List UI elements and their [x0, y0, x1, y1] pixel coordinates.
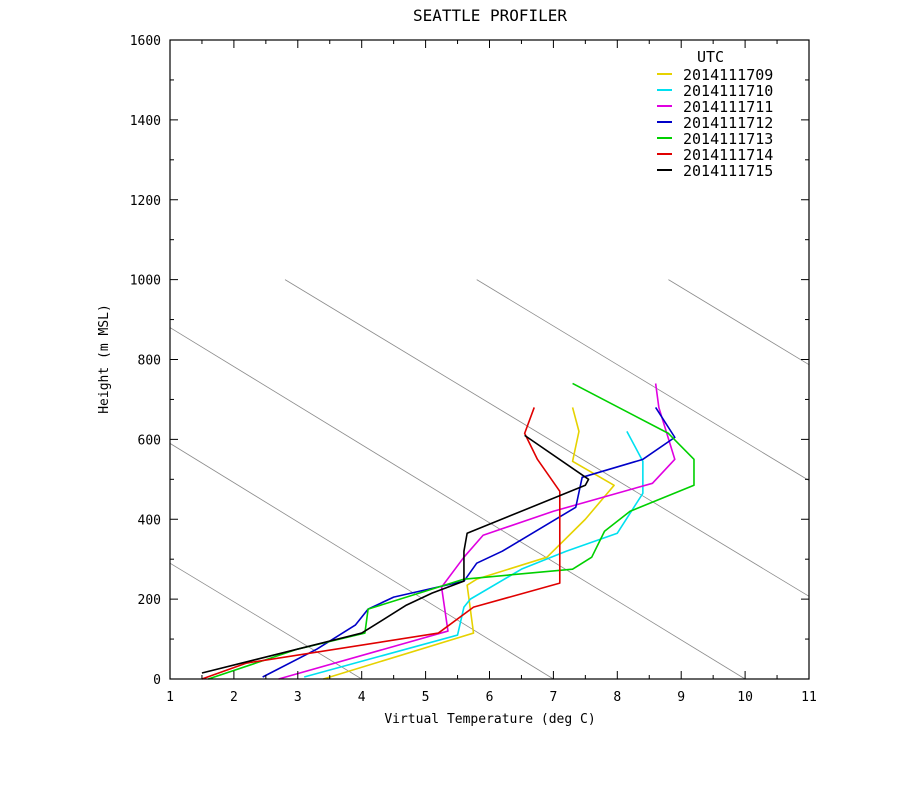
y-tick-label: 1000	[130, 274, 161, 289]
legend-label-2014111713: 2014111713	[683, 130, 773, 148]
series-line-2014111712	[262, 406, 676, 678]
x-axis-tick-labels: 1 2 3 4 5 6 7 8 9 10 11	[166, 690, 817, 705]
series-line-2014111710	[303, 431, 644, 678]
axis-ticks	[169, 39, 810, 680]
x-tick-label: 7	[549, 690, 557, 705]
reference-line-1	[169, 562, 362, 680]
y-axis-tick-labels: 0 200 400 600 800 1000 1200 1400 1600	[130, 34, 161, 688]
reference-line-6	[668, 279, 810, 366]
x-tick-label: 2	[230, 690, 238, 705]
x-tick-label: 10	[737, 690, 753, 705]
series-line-2014111711	[278, 383, 676, 680]
y-tick-label: 400	[138, 513, 161, 528]
reference-lines	[169, 279, 810, 680]
y-tick-label: 0	[153, 673, 161, 688]
x-tick-label: 5	[422, 690, 430, 705]
legend-label-2014111710: 2014111710	[683, 82, 773, 100]
legend-label-2014111715: 2014111715	[683, 162, 773, 180]
x-tick-label: 9	[677, 690, 685, 705]
y-tick-label: 1400	[130, 114, 161, 129]
reference-line-4	[284, 279, 810, 597]
y-tick-label: 1200	[130, 194, 161, 209]
legend-label-2014111709: 2014111709	[683, 66, 773, 84]
x-tick-label: 8	[613, 690, 621, 705]
reference-line-3	[169, 327, 746, 680]
legend: UTC 201411170920141117102014111711201411…	[657, 48, 773, 180]
x-tick-label: 3	[294, 690, 302, 705]
y-tick-label: 600	[138, 433, 161, 448]
series-lines	[201, 382, 695, 680]
y-tick-label: 200	[138, 593, 161, 608]
chart-title: SEATTLE PROFILER	[413, 6, 567, 25]
legend-label-2014111712: 2014111712	[683, 114, 773, 132]
x-axis-title: Virtual Temperature (deg C)	[384, 712, 595, 727]
y-tick-label: 800	[138, 354, 161, 369]
x-tick-label: 4	[358, 690, 366, 705]
legend-title: UTC	[697, 48, 724, 66]
x-tick-label: 6	[486, 690, 494, 705]
y-tick-label: 1600	[130, 34, 161, 49]
legend-label-2014111711: 2014111711	[683, 98, 773, 116]
y-axis-title: Height (m MSL)	[97, 304, 112, 414]
x-tick-label: 1	[166, 690, 174, 705]
reference-line-2	[169, 443, 554, 680]
series-line-2014111714	[201, 407, 561, 680]
series-line-2014111715	[201, 434, 590, 674]
series-line-2014111713	[208, 382, 695, 680]
legend-label-2014111714: 2014111714	[683, 146, 773, 164]
x-tick-label: 11	[801, 690, 817, 705]
reference-line-5	[476, 279, 810, 481]
